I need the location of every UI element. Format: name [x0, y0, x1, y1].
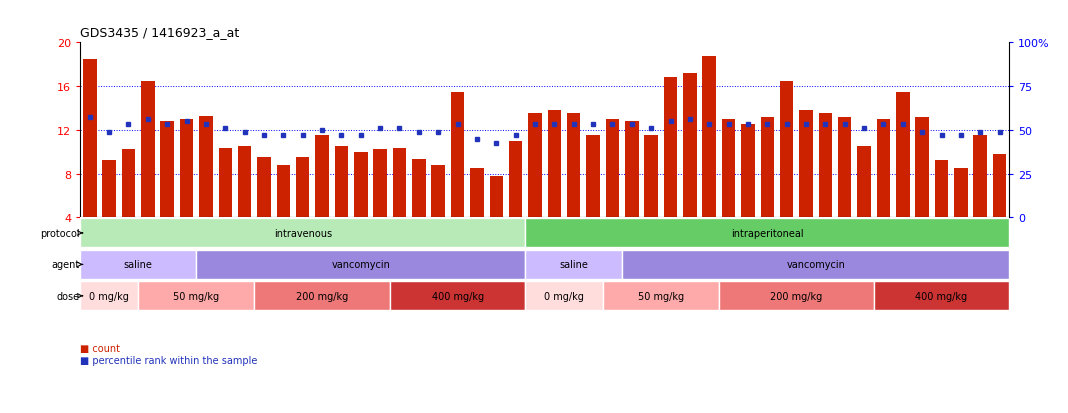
Bar	[412, 160, 426, 218]
Text: 0 mg/kg: 0 mg/kg	[90, 291, 129, 301]
Bar	[80, 282, 138, 311]
Bar	[315, 136, 329, 218]
Bar	[567, 114, 581, 218]
Bar	[722, 120, 736, 218]
Bar	[451, 93, 465, 218]
Bar	[103, 161, 116, 218]
Bar	[684, 74, 696, 218]
Bar	[973, 136, 987, 218]
Text: dose: dose	[57, 291, 80, 301]
Bar	[622, 250, 1009, 279]
Bar	[197, 250, 525, 279]
Bar	[80, 219, 525, 248]
Bar	[818, 114, 832, 218]
Bar	[80, 250, 197, 279]
Bar	[354, 152, 367, 218]
Bar	[838, 117, 851, 218]
Bar	[393, 149, 406, 218]
Text: 200 mg/kg: 200 mg/kg	[296, 291, 348, 301]
Bar	[663, 78, 677, 218]
Bar	[199, 116, 213, 218]
Bar	[508, 141, 522, 218]
Bar	[606, 120, 619, 218]
Bar	[334, 147, 348, 218]
Bar	[489, 176, 503, 218]
Bar	[238, 147, 251, 218]
Bar	[525, 282, 602, 311]
Bar	[703, 57, 716, 218]
Bar	[799, 111, 813, 218]
Text: 400 mg/kg: 400 mg/kg	[915, 291, 968, 301]
Bar	[625, 122, 639, 218]
Bar	[915, 117, 929, 218]
Bar	[296, 158, 310, 218]
Bar	[719, 282, 874, 311]
Bar	[934, 161, 948, 218]
Bar	[741, 125, 755, 218]
Bar	[780, 81, 794, 218]
Text: ■ percentile rank within the sample: ■ percentile rank within the sample	[80, 356, 257, 366]
Bar	[257, 158, 271, 218]
Bar	[954, 169, 968, 218]
Bar	[470, 169, 484, 218]
Bar	[548, 111, 561, 218]
Text: intravenous: intravenous	[273, 228, 332, 238]
Bar	[277, 165, 290, 218]
Bar	[219, 149, 232, 218]
Bar	[122, 150, 136, 218]
Bar	[374, 150, 387, 218]
Text: vancomycin: vancomycin	[331, 260, 390, 270]
Text: 0 mg/kg: 0 mg/kg	[544, 291, 584, 301]
Bar	[525, 219, 1009, 248]
Bar	[877, 120, 891, 218]
Text: vancomycin: vancomycin	[786, 260, 845, 270]
Bar	[83, 60, 96, 218]
Bar	[993, 154, 1006, 218]
Bar	[529, 114, 541, 218]
Bar	[874, 282, 1009, 311]
Bar	[760, 117, 774, 218]
Text: agent: agent	[52, 260, 80, 270]
Bar	[586, 136, 600, 218]
Text: ■ count: ■ count	[80, 343, 120, 353]
Text: 400 mg/kg: 400 mg/kg	[431, 291, 484, 301]
Text: protocol: protocol	[41, 228, 80, 238]
Text: 200 mg/kg: 200 mg/kg	[770, 291, 822, 301]
Bar	[525, 250, 622, 279]
Text: GDS3435 / 1416923_a_at: GDS3435 / 1416923_a_at	[80, 26, 239, 39]
Text: saline: saline	[124, 260, 153, 270]
Bar	[254, 282, 390, 311]
Text: saline: saline	[560, 260, 588, 270]
Bar	[141, 81, 155, 218]
Text: 50 mg/kg: 50 mg/kg	[173, 291, 219, 301]
Text: intraperitoneal: intraperitoneal	[731, 228, 803, 238]
Text: 50 mg/kg: 50 mg/kg	[638, 291, 684, 301]
Bar	[602, 282, 719, 311]
Bar	[138, 282, 254, 311]
Bar	[431, 165, 445, 218]
Bar	[896, 93, 910, 218]
Bar	[644, 136, 658, 218]
Bar	[858, 147, 870, 218]
Bar	[179, 120, 193, 218]
Bar	[160, 122, 174, 218]
Bar	[390, 282, 525, 311]
